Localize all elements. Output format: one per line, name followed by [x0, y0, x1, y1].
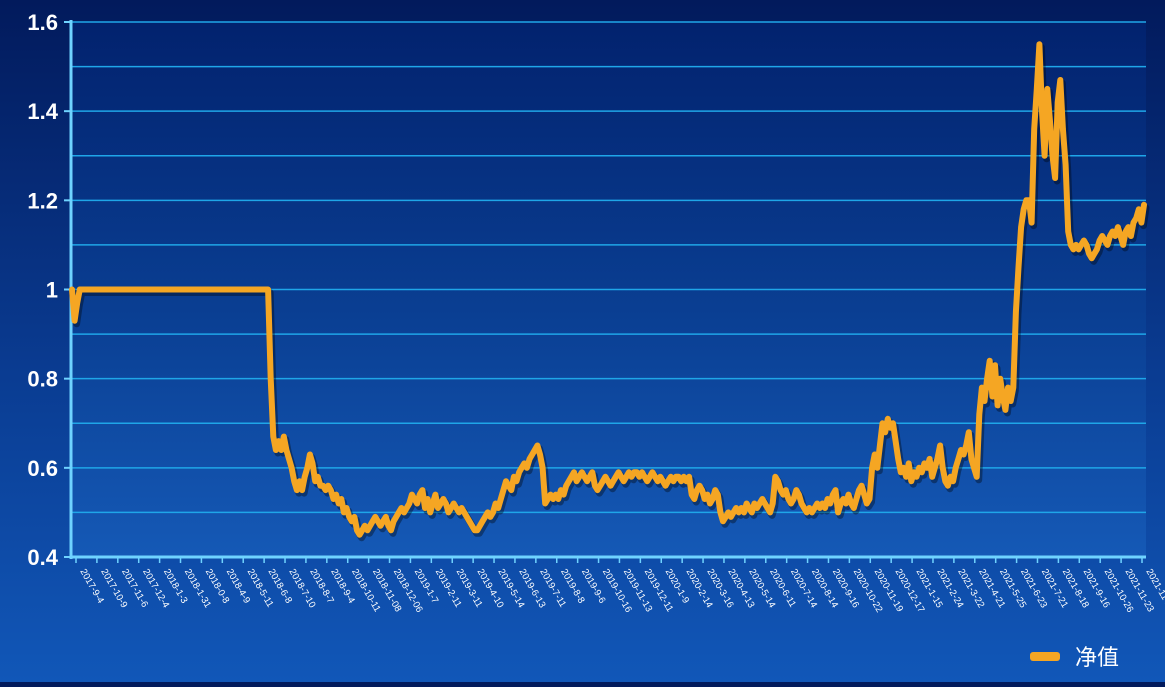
y-tick-label: 0.8 [27, 367, 58, 392]
y-tick-label: 1 [46, 278, 58, 303]
y-tick-label: 0.4 [27, 545, 58, 570]
y-tick-label: 0.6 [27, 456, 58, 481]
y-tick-label: 1.4 [27, 99, 58, 124]
legend-swatch [1030, 652, 1060, 661]
legend-label: 净值 [1075, 645, 1119, 670]
series-line [69, 41, 1147, 538]
y-tick-label: 1.6 [27, 10, 58, 35]
y-tick-label: 1.2 [27, 188, 58, 213]
